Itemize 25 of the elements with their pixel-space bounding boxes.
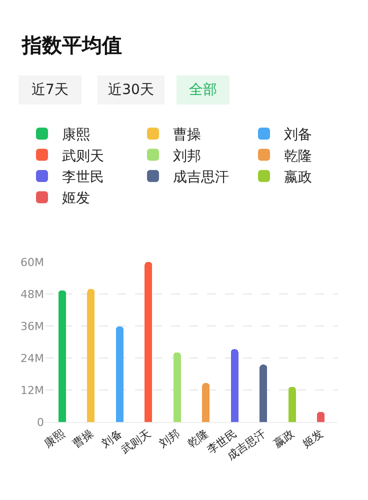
legend-label: 刘邦 xyxy=(173,148,201,164)
legend-label: 嬴政 xyxy=(284,169,312,186)
legend-label: 康熙 xyxy=(62,127,90,144)
legend-label: 姬发 xyxy=(62,190,90,207)
x-tick-label: 嬴政 xyxy=(271,427,297,450)
legend-label: 成吉思汗 xyxy=(173,169,229,186)
x-tick-label: 刘邦 xyxy=(156,427,182,450)
y-tick-label: 48M xyxy=(20,288,44,301)
text: 近7天 xyxy=(32,82,68,98)
text: 近30天 xyxy=(108,82,154,98)
y-tick-label: 60M xyxy=(20,256,44,269)
x-tick-label: 姬发 xyxy=(300,427,326,450)
legend-label: 武则天 xyxy=(62,148,104,164)
text: 全部 xyxy=(189,82,217,98)
chart-title: 指数平均值 xyxy=(21,33,122,57)
y-tick-label: 24M xyxy=(20,352,44,365)
y-tick-label: 0 xyxy=(37,416,44,429)
x-tick-label: 康熙 xyxy=(42,427,68,450)
legend-label: 李世民 xyxy=(62,169,104,186)
y-tick-label: 12M xyxy=(20,384,44,397)
y-tick-label: 36M xyxy=(20,320,44,333)
legend-label: 乾隆 xyxy=(284,148,312,164)
legend-label: 曹操 xyxy=(173,127,201,144)
legend-label: 刘备 xyxy=(284,127,312,144)
x-tick-label: 曹操 xyxy=(70,427,96,450)
